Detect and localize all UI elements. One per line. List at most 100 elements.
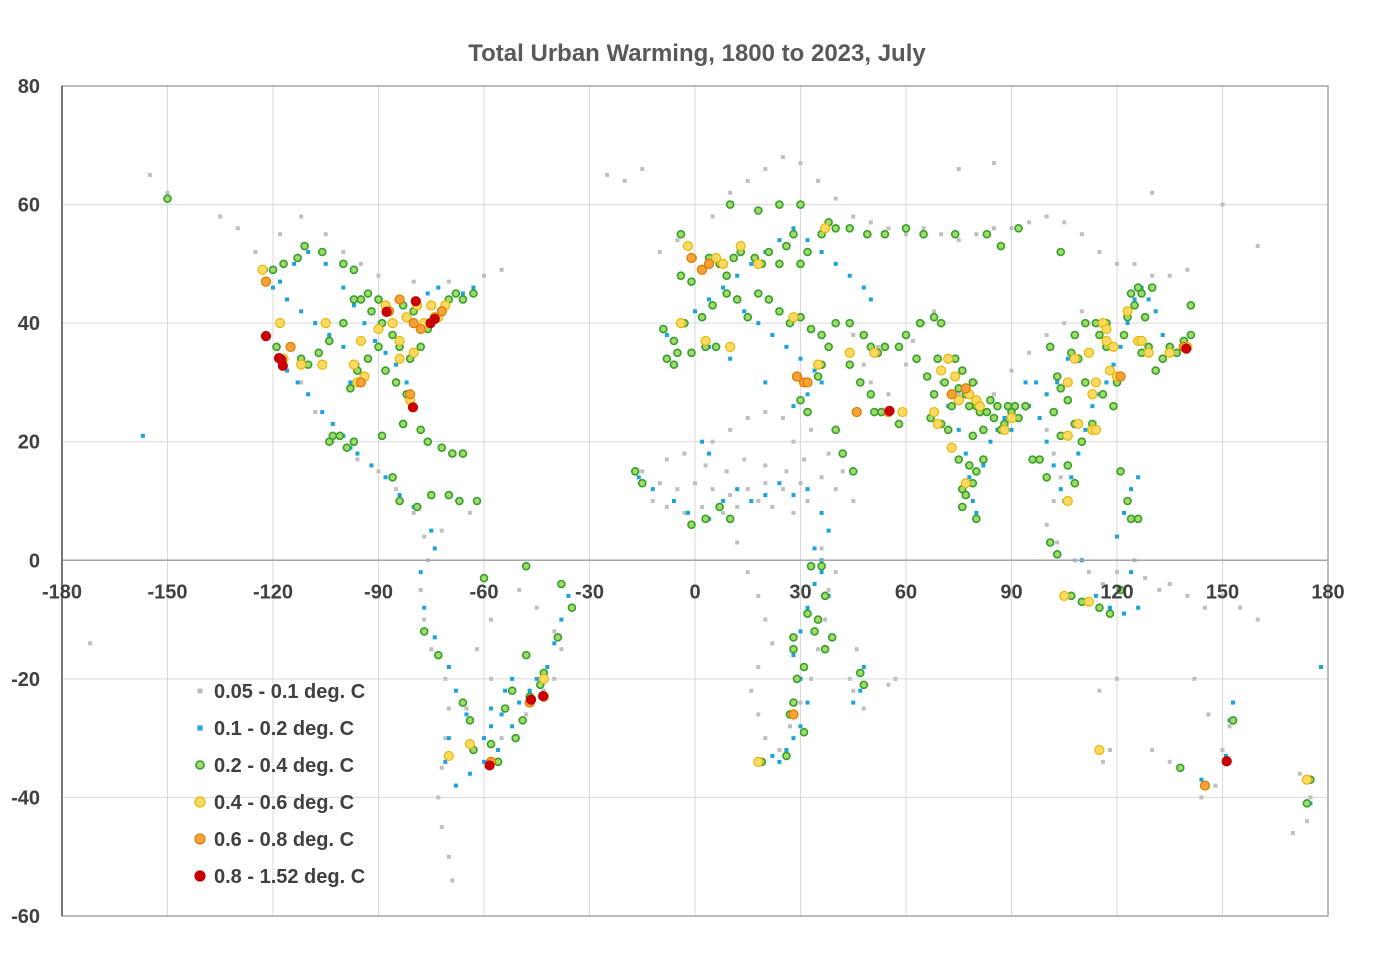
data-point	[725, 514, 735, 524]
data-point	[1062, 220, 1067, 225]
data-point	[956, 392, 961, 397]
data-point	[782, 241, 791, 251]
data-point	[1042, 472, 1051, 482]
data-point	[1143, 576, 1148, 581]
data-point	[791, 371, 803, 382]
x-tick-label: -90	[364, 581, 393, 603]
data-point	[1094, 744, 1105, 756]
data-point	[640, 469, 645, 474]
data-point	[1220, 748, 1225, 752]
data-point	[1109, 401, 1118, 411]
data-point	[802, 457, 807, 462]
data-point	[820, 591, 830, 601]
data-point	[685, 510, 690, 515]
data-point	[1073, 418, 1084, 430]
data-point	[770, 641, 775, 646]
axes: -180 -150 -120 -90 -60 -30 0 30 60 90 120 150 180 -60…	[11, 76, 1345, 928]
data-point	[235, 226, 240, 231]
data-point	[313, 321, 318, 326]
data-point	[819, 510, 824, 515]
data-point	[1097, 688, 1102, 693]
data-point	[342, 443, 352, 452]
data-point	[496, 748, 501, 752]
data-point	[1055, 380, 1060, 385]
data-point	[1167, 582, 1172, 586]
data-point	[657, 481, 662, 486]
y-tick-label: -20	[11, 669, 40, 691]
data-point	[439, 765, 444, 770]
data-point	[749, 499, 754, 503]
data-point	[622, 178, 627, 183]
legend-marker	[197, 688, 203, 694]
x-tick-label: 150	[1206, 581, 1239, 603]
data-point	[1021, 401, 1030, 411]
data-point	[1104, 365, 1116, 376]
data-point	[792, 674, 802, 684]
data-point	[1129, 487, 1134, 492]
data-point	[789, 644, 798, 654]
data-point	[673, 348, 682, 358]
data-point	[1052, 550, 1062, 559]
data-point	[1014, 223, 1023, 233]
data-point	[831, 318, 840, 328]
data-point	[687, 277, 696, 286]
data-point	[1107, 748, 1112, 752]
data-point	[763, 410, 768, 415]
data-point	[1136, 335, 1147, 347]
data-point	[453, 688, 458, 693]
data-point	[1143, 347, 1154, 358]
data-point	[323, 232, 328, 237]
data-point	[710, 439, 715, 444]
data-point	[721, 510, 726, 515]
data-point	[285, 341, 296, 352]
data-point	[88, 641, 93, 646]
data-point	[880, 342, 890, 352]
data-point	[799, 662, 809, 672]
data-point	[335, 431, 345, 441]
data-point	[419, 627, 429, 636]
data-point	[489, 617, 494, 622]
data-point	[1044, 214, 1049, 219]
data-point	[372, 338, 377, 343]
data-point	[904, 362, 908, 367]
data-point	[1034, 380, 1039, 385]
data-point	[988, 439, 993, 444]
data-point	[650, 499, 655, 503]
data-point	[724, 469, 729, 474]
data-point	[911, 338, 916, 343]
data-point	[1063, 395, 1073, 405]
data-point	[1058, 475, 1063, 480]
data-point	[405, 389, 416, 400]
data-point	[982, 229, 992, 239]
data-point	[469, 289, 478, 298]
data-point	[745, 178, 750, 183]
data-point	[285, 297, 290, 302]
data-point	[1051, 451, 1056, 456]
data-point	[472, 496, 482, 506]
data-point	[805, 392, 810, 397]
data-point	[1006, 412, 1017, 424]
data-point	[465, 716, 475, 725]
data-point	[777, 759, 782, 764]
data-point	[763, 736, 768, 741]
data-point	[429, 647, 434, 652]
data-point	[1090, 404, 1095, 409]
data-point	[1104, 380, 1109, 385]
data-point	[963, 451, 968, 456]
data-point	[398, 419, 408, 429]
data-point	[474, 647, 479, 652]
data-point	[552, 641, 557, 646]
data-point	[1255, 617, 1260, 622]
data-point	[479, 573, 489, 583]
data-point	[1062, 377, 1073, 388]
data-point	[824, 342, 833, 352]
data-point	[763, 167, 768, 171]
data-point	[448, 449, 457, 458]
x-tick-label: 90	[1000, 581, 1022, 603]
data-point	[953, 395, 964, 406]
data-point	[526, 694, 537, 705]
data-point	[816, 647, 821, 652]
data-point	[1302, 799, 1312, 808]
data-point	[929, 312, 939, 322]
data-point	[482, 273, 486, 278]
